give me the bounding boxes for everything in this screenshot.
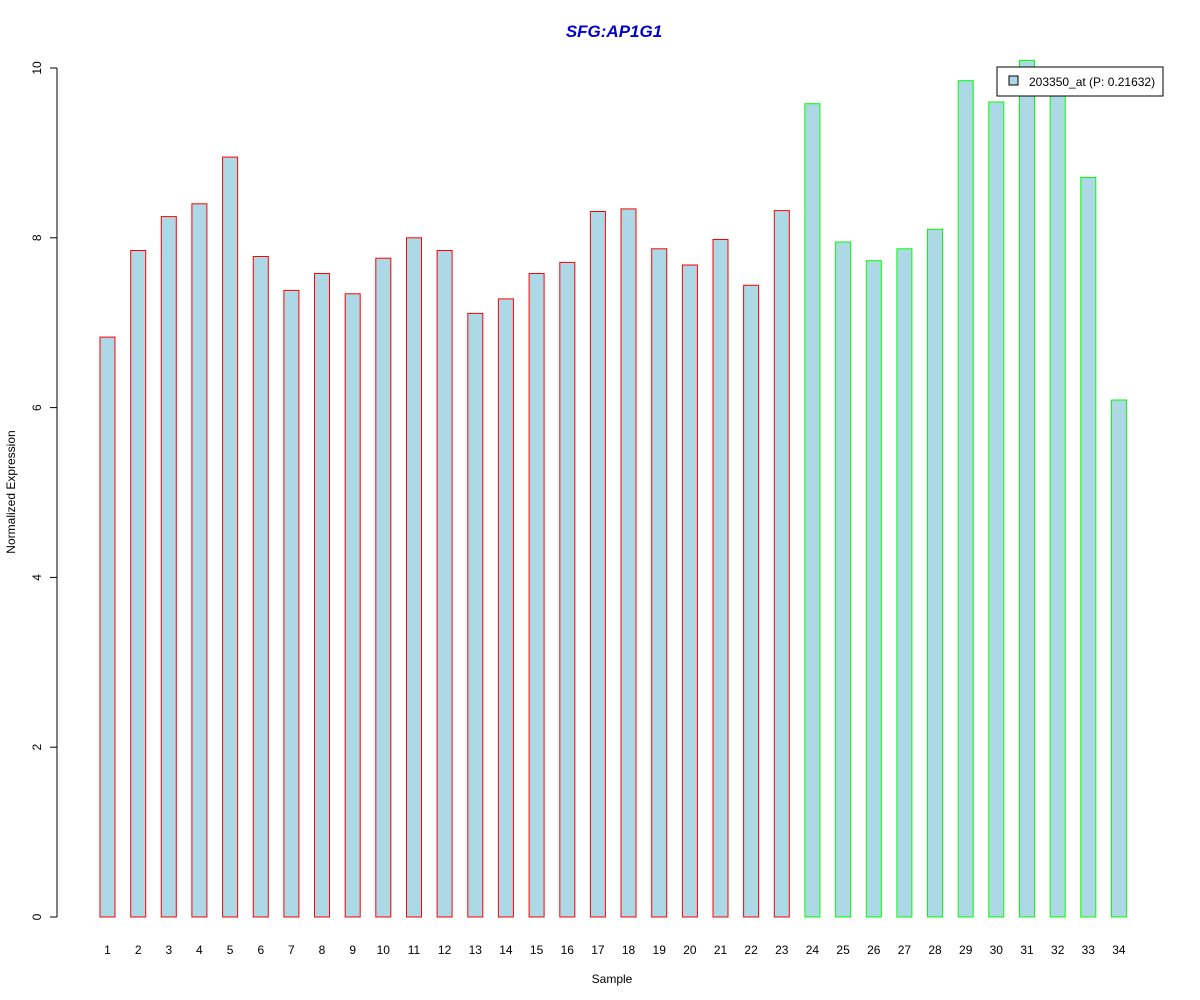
x-tick-label: 30 bbox=[990, 943, 1004, 957]
bar bbox=[620, 208, 637, 918]
x-tick-label: 4 bbox=[196, 943, 203, 957]
x-tick-label: 10 bbox=[377, 943, 391, 957]
y-tick-label: 10 bbox=[30, 61, 44, 75]
x-tick-label: 25 bbox=[836, 943, 850, 957]
x-tick-labels: 1 2 3 4 5 6 7 8 9 10 11 12 13 14 15 16 17 18 19 20 21 22 23 24 2… bbox=[104, 943, 1126, 957]
bar bbox=[559, 261, 576, 918]
y-tick-label: 6 bbox=[30, 404, 44, 411]
bar bbox=[712, 239, 729, 918]
bar bbox=[222, 156, 239, 918]
x-tick-label: 7 bbox=[288, 943, 295, 957]
bar bbox=[375, 257, 392, 918]
bar bbox=[344, 293, 361, 918]
bar bbox=[252, 256, 269, 918]
x-tick-label: 16 bbox=[561, 943, 575, 957]
x-tick-label: 5 bbox=[227, 943, 234, 957]
x-tick-label: 6 bbox=[257, 943, 264, 957]
bar bbox=[406, 237, 422, 918]
x-tick-label: 13 bbox=[469, 943, 483, 957]
x-tick-label: 19 bbox=[653, 943, 667, 957]
bar bbox=[957, 80, 974, 918]
y-axis-label: Normalized Expression bbox=[4, 430, 18, 553]
bar bbox=[99, 336, 116, 918]
x-tick-label: 24 bbox=[806, 943, 820, 957]
y-tick-label: 2 bbox=[30, 744, 44, 751]
bar bbox=[314, 273, 330, 918]
x-tick-label: 1 bbox=[104, 943, 111, 957]
x-tick-label: 9 bbox=[349, 943, 356, 957]
x-tick-label: 15 bbox=[530, 943, 544, 957]
bar bbox=[528, 273, 545, 918]
bar bbox=[589, 211, 606, 918]
y-tick-label: 8 bbox=[30, 234, 44, 241]
legend-box bbox=[996, 66, 1164, 97]
x-tick-label: 34 bbox=[1112, 943, 1126, 957]
x-tick-label: 22 bbox=[744, 943, 758, 957]
bar bbox=[1110, 399, 1127, 918]
chart-title: SFG:AP1G1 bbox=[566, 22, 662, 41]
bar bbox=[681, 264, 698, 918]
x-tick-label: 14 bbox=[499, 943, 513, 957]
x-tick-label: 18 bbox=[622, 943, 636, 957]
bar bbox=[835, 241, 852, 918]
x-tick-label: 17 bbox=[591, 943, 605, 957]
x-tick-label: 20 bbox=[683, 943, 697, 957]
bar bbox=[1080, 177, 1097, 918]
bar bbox=[467, 312, 484, 918]
bar bbox=[773, 210, 790, 918]
x-tick-label: 3 bbox=[165, 943, 172, 957]
bar bbox=[283, 289, 300, 918]
bar bbox=[988, 101, 1005, 918]
bar bbox=[865, 260, 882, 918]
bar bbox=[927, 228, 943, 918]
legend-swatch bbox=[1008, 75, 1019, 86]
bar bbox=[497, 298, 514, 918]
legend-label: 203350_at (P: 0.21632) bbox=[1029, 75, 1155, 89]
y-tick-label: 0 bbox=[30, 913, 44, 920]
y-axis: 0 2 4 6 8 10 bbox=[30, 61, 58, 920]
x-tick-label: 26 bbox=[867, 943, 881, 957]
x-tick-label: 21 bbox=[714, 943, 728, 957]
x-tick-label: 33 bbox=[1082, 943, 1096, 957]
x-tick-label: 23 bbox=[775, 943, 789, 957]
x-tick-label: 28 bbox=[928, 943, 942, 957]
x-tick-label: 27 bbox=[898, 943, 912, 957]
bars bbox=[99, 59, 1127, 918]
x-tick-label: 11 bbox=[408, 943, 421, 957]
x-tick-label: 31 bbox=[1020, 943, 1034, 957]
bar bbox=[1049, 88, 1066, 918]
bar bbox=[436, 250, 453, 918]
legend: 203350_at (P: 0.21632) bbox=[996, 66, 1164, 97]
y-tick-label: 4 bbox=[30, 574, 44, 581]
x-tick-label: 2 bbox=[135, 943, 142, 957]
x-tick-label: 29 bbox=[959, 943, 973, 957]
bar bbox=[651, 248, 668, 918]
x-axis-label: Sample bbox=[592, 972, 633, 986]
x-tick-label: 32 bbox=[1051, 943, 1065, 957]
bar bbox=[160, 216, 177, 918]
bar bbox=[743, 284, 760, 918]
x-tick-label: 8 bbox=[319, 943, 326, 957]
bar bbox=[130, 250, 147, 918]
bar bbox=[191, 203, 208, 918]
bar bbox=[804, 103, 821, 918]
bar bbox=[1019, 59, 1035, 918]
bar bbox=[896, 248, 913, 918]
x-tick-label: 12 bbox=[438, 943, 452, 957]
